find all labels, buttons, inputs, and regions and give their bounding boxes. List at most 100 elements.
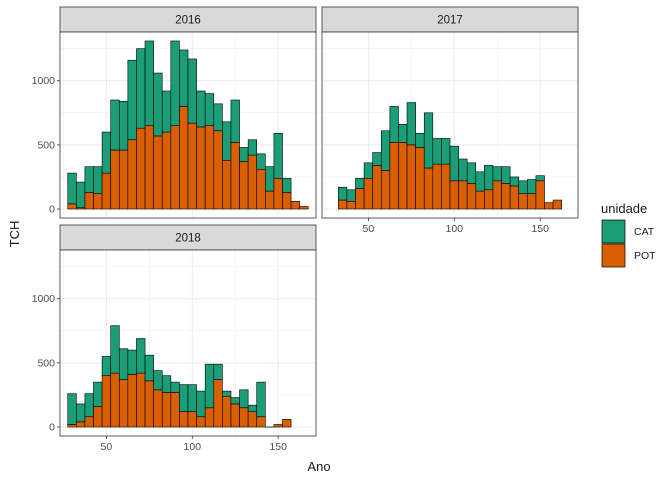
bar-cat [179, 384, 189, 412]
bar-pot [222, 395, 232, 428]
facet-panel-2018: 2018 0 500 1000 50 100 150 [32, 224, 317, 453]
bar-pot [509, 185, 520, 210]
y-axis: 0 500 1000 [32, 75, 60, 216]
x-tick-label: 100 [184, 441, 202, 453]
bar-cat [118, 348, 129, 380]
bar-pot [239, 407, 249, 428]
facet-strip-label: 2018 [175, 233, 201, 245]
bar-pot [518, 193, 528, 210]
bar-pot [170, 125, 180, 210]
bar-cat [118, 100, 129, 151]
bar-pot [101, 375, 111, 428]
x-tick-label: 150 [269, 441, 287, 453]
bar-pot [179, 411, 189, 428]
bar-cat [338, 186, 348, 201]
bar-cat [93, 166, 103, 194]
bar-cat [153, 72, 163, 137]
bar-cat [144, 40, 154, 126]
bar-pot [170, 392, 180, 428]
bar-pot [544, 202, 554, 210]
panel-border [59, 31, 317, 219]
bar-cat [535, 175, 545, 182]
bar-cat [101, 131, 111, 174]
bar-cat [170, 381, 180, 393]
bar-pot [265, 190, 275, 210]
y-axis-title: TCH [7, 221, 22, 248]
bar-cat [441, 138, 451, 165]
bar-cat [239, 389, 249, 409]
bar-pot [144, 125, 154, 210]
bar-pot [449, 180, 459, 210]
bar-pot [239, 161, 249, 210]
bar-cat [213, 363, 223, 380]
bar-cat [144, 354, 154, 382]
bar-pot [76, 421, 86, 428]
bar-cat [509, 176, 520, 187]
bar-cat [204, 93, 215, 126]
bar-pot [441, 163, 451, 210]
bar-pot [282, 192, 292, 210]
bar-cat [282, 177, 292, 193]
bar-cat [458, 158, 468, 182]
bar-pot [153, 389, 163, 428]
bar-pot [355, 188, 365, 210]
bar-cat [527, 179, 537, 194]
bar-cat [449, 145, 459, 182]
bar-cat [110, 325, 120, 374]
panel-border [321, 31, 579, 219]
bar-cat [67, 172, 77, 205]
bar-pot [484, 189, 494, 210]
bar-pot [501, 183, 511, 210]
bar-cat [432, 138, 442, 165]
bar-cat [501, 166, 511, 184]
bar-cat [222, 390, 232, 397]
y-tick-label: 0 [49, 422, 55, 434]
facet-panel-2016: 2016 0 500 1000 [32, 6, 317, 219]
facet-strip-label: 2017 [437, 15, 463, 27]
bar-cat [67, 393, 77, 425]
facet-strip [321, 6, 579, 33]
bar-pot [196, 126, 206, 210]
axis-titles: Ano TCH [7, 221, 331, 474]
bar-pot [423, 167, 434, 210]
bar-pot [153, 135, 163, 210]
bar-cat [247, 139, 258, 156]
bar-pot [136, 372, 146, 428]
bar-pot [415, 147, 425, 210]
bar-pot [179, 106, 189, 210]
bar-pot [256, 416, 266, 428]
bar-pot [380, 170, 391, 210]
legend-label-pot: POT [634, 250, 656, 262]
bar-cat [256, 153, 266, 170]
bar-pot [273, 424, 283, 428]
x-tick-label: 150 [531, 223, 549, 235]
bar-cat [273, 133, 283, 179]
bar-pot [187, 411, 197, 428]
facet-strip [59, 224, 317, 251]
bars [67, 40, 309, 210]
x-axis-title: Ano [307, 459, 330, 474]
bars [338, 102, 562, 210]
bar-pot [67, 424, 77, 428]
bar-pot [346, 201, 356, 210]
bar-cat [213, 103, 223, 132]
y-tick-label: 0 [49, 204, 55, 216]
facet-strip-label: 2016 [175, 15, 201, 27]
bar-pot [127, 139, 137, 210]
bar-pot [110, 149, 120, 210]
bar-pot [213, 379, 223, 428]
bar-pot [389, 142, 399, 210]
bar-cat [389, 106, 399, 143]
bar-pot [282, 419, 292, 428]
bar-cat [247, 404, 258, 412]
bar-cat [84, 393, 94, 418]
bar-pot [299, 206, 309, 210]
bar-cat [170, 40, 180, 126]
y-tick-label: 500 [37, 139, 55, 151]
bar-pot [84, 192, 94, 210]
bar-cat [484, 165, 494, 191]
bar-pot [273, 177, 283, 210]
bar-cat [398, 124, 408, 143]
bar-pot [466, 183, 477, 210]
bar-cat [179, 49, 189, 107]
